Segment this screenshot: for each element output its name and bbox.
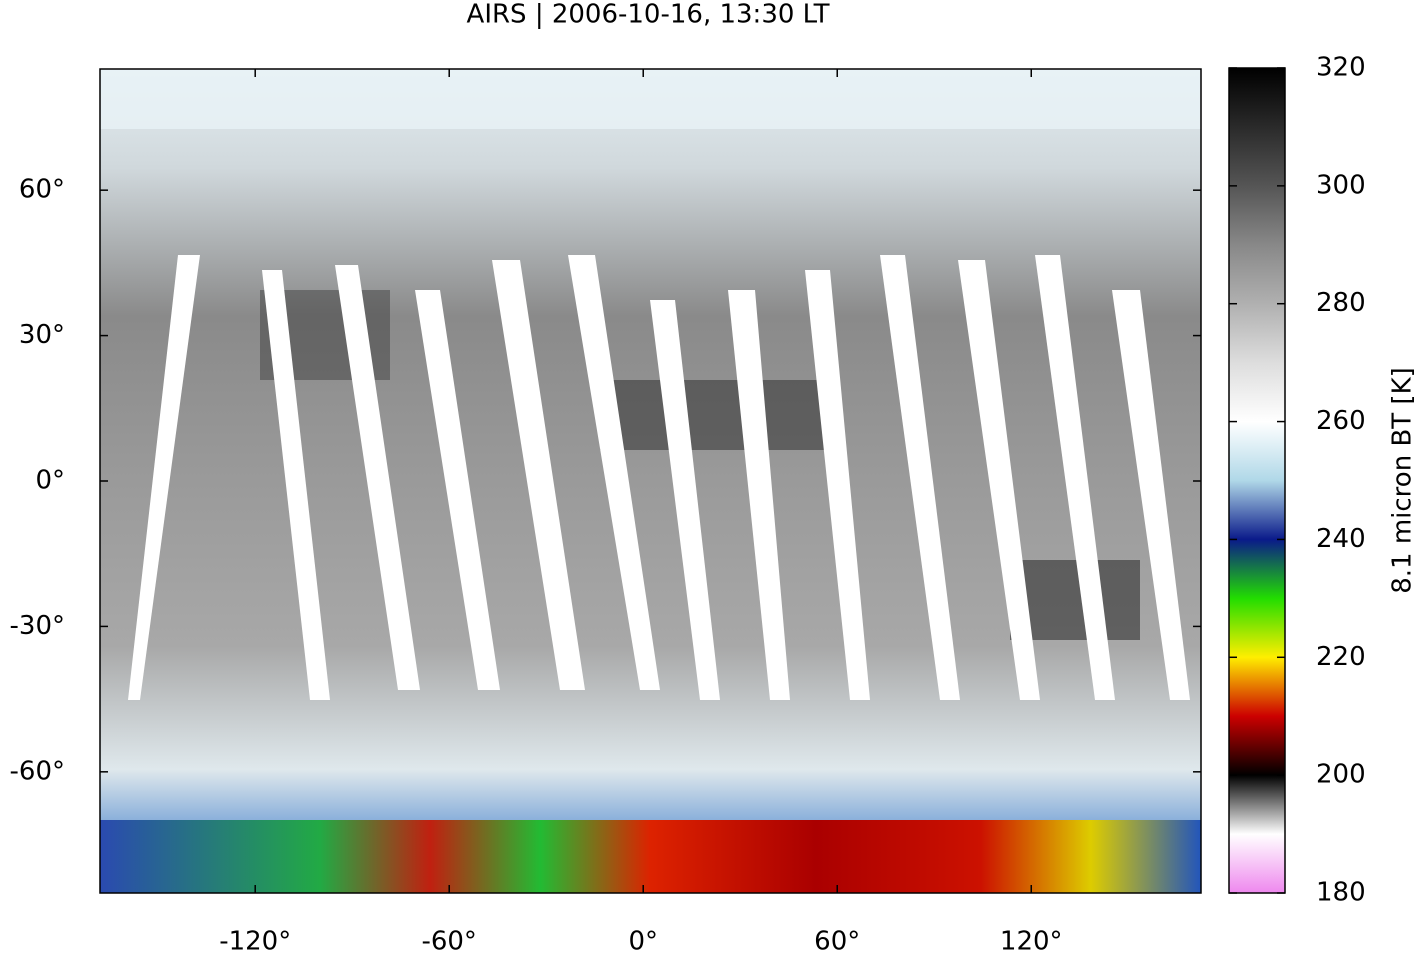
x-tick-label: 120°: [1000, 927, 1063, 957]
map-image: [100, 69, 1201, 893]
x-tick-label: 0°: [628, 927, 658, 957]
chart-title: AIRS | 2006-10-16, 13:30 LT: [467, 0, 830, 30]
y-tick-label: 60°: [19, 175, 65, 205]
y-tick-label: -30°: [10, 611, 65, 641]
x-tick-label: -120°: [219, 927, 291, 957]
y-tick-label: 30°: [19, 320, 65, 350]
colorbar-tick-label: 300: [1316, 170, 1366, 200]
colorbar: [1228, 67, 1286, 894]
colorbar-tick-label: 220: [1316, 642, 1366, 672]
colorbar-tick-label: 180: [1316, 878, 1366, 908]
x-tick-label: 60°: [814, 927, 860, 957]
colorbar-tick-label: 240: [1316, 524, 1366, 554]
colorbar-tick-label: 320: [1316, 53, 1366, 83]
colorbar-tick-label: 280: [1316, 288, 1366, 318]
x-tick-label: -60°: [421, 927, 476, 957]
colorbar-tick-label: 200: [1316, 760, 1366, 790]
y-tick-label: 0°: [35, 466, 65, 496]
colorbar-label: 8.1 micron BT [K]: [1388, 367, 1418, 594]
y-tick-label: -60°: [10, 756, 65, 786]
colorbar-tick-label: 260: [1316, 406, 1366, 436]
